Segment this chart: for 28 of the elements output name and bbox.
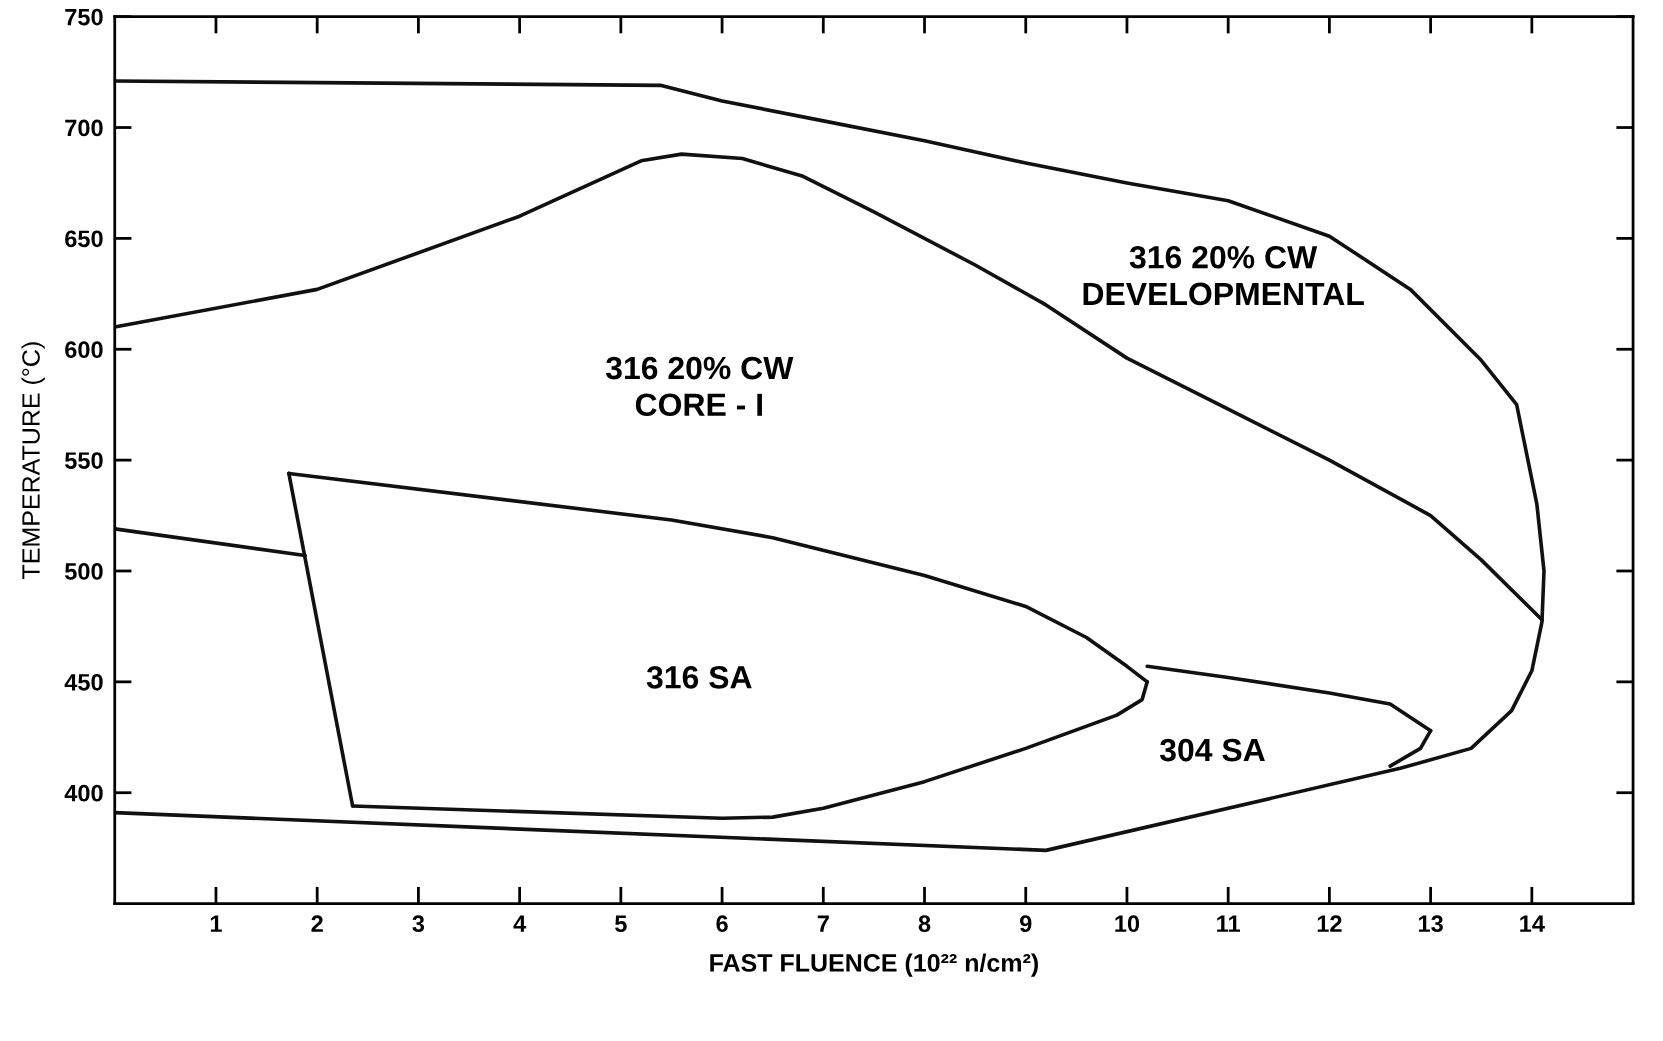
x-tick-label: 6 bbox=[716, 915, 728, 933]
y-axis-title: TEMPERATURE (°C) bbox=[21, 342, 45, 579]
x-tick-label: 11 bbox=[1217, 915, 1241, 932]
x-tick-label: 12 bbox=[1317, 915, 1342, 932]
y-tick-label: 750 bbox=[65, 8, 103, 26]
x-tick-label: 10 bbox=[1115, 915, 1140, 933]
x-tick-label: 9 bbox=[1019, 915, 1032, 933]
x-axis-title: FAST FLUENCE (10²² n/cm²) bbox=[710, 953, 1038, 977]
y-tick-label: 600 bbox=[65, 341, 103, 359]
y-tick-label: 700 bbox=[65, 119, 103, 137]
x-tick-label: 7 bbox=[817, 915, 829, 932]
x-tick-label: 5 bbox=[615, 915, 627, 933]
x-tick-label: 2 bbox=[311, 915, 323, 932]
x-tick-label: 14 bbox=[1520, 915, 1545, 932]
annotation: 316 20% CW DEVELOPMENTAL bbox=[1083, 245, 1364, 306]
y-tick-label: 400 bbox=[64, 784, 103, 802]
x-tick-label: 8 bbox=[918, 915, 931, 933]
y-tick-label: 550 bbox=[64, 452, 103, 469]
annotation: 304 SA bbox=[1159, 738, 1265, 762]
x-tick-label: 1 bbox=[210, 915, 222, 932]
y-tick-label: 450 bbox=[64, 673, 103, 691]
y-tick-label: 500 bbox=[64, 563, 103, 580]
annotation: 316 SA bbox=[646, 666, 752, 689]
x-tick-label: 13 bbox=[1418, 915, 1443, 933]
y-tick-label: 650 bbox=[65, 230, 103, 248]
x-tick-label: 3 bbox=[412, 915, 425, 933]
x-tick-label: 4 bbox=[513, 915, 527, 932]
annotation: 316 20% CW CORE - I bbox=[605, 356, 794, 417]
